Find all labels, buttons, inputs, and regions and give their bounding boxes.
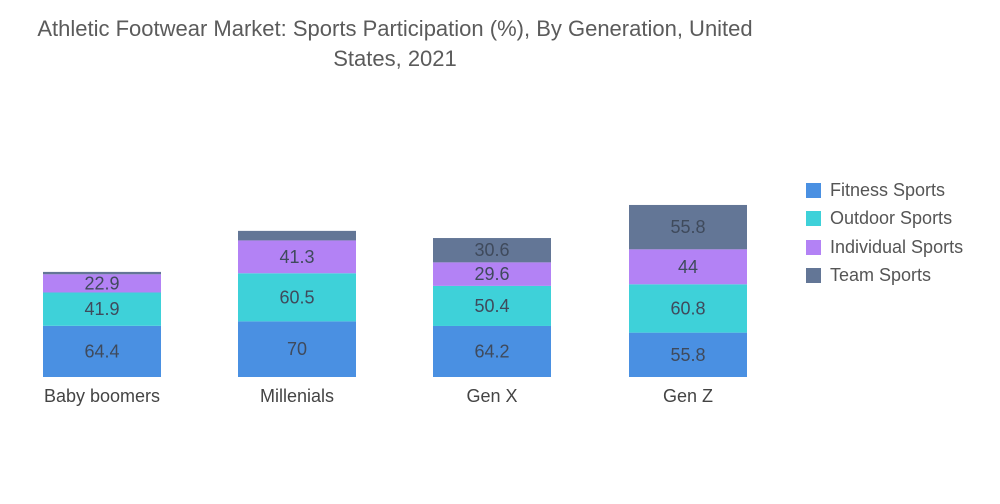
legend-label-outdoor-sports: Outdoor Sports <box>830 208 953 229</box>
legend-swatch-individual-sports <box>806 239 821 255</box>
data-label-fitness-sports-millenials: 70 <box>287 339 307 359</box>
data-label-outdoor-sports-millenials: 60.5 <box>279 287 314 307</box>
data-label-individual-sports-millenials: 41.3 <box>279 247 314 267</box>
legend-item-team-sports: Team Sports <box>806 262 963 291</box>
data-label-outdoor-sports-baby-boomers: 41.9 <box>84 299 119 319</box>
bar-outdoor-sports-gen-z <box>629 284 747 333</box>
x-tick-label-millenials: Millenials <box>260 386 334 406</box>
bar-fitness-sports-baby-boomers <box>43 325 161 377</box>
x-tick-label-gen-x: Gen X <box>466 386 517 406</box>
data-label-outdoor-sports-gen-z: 60.8 <box>670 298 705 318</box>
data-label-fitness-sports-gen-z: 55.8 <box>670 345 705 365</box>
legend-item-individual-sports: Individual Sports <box>806 233 963 262</box>
data-label-outdoor-sports-gen-x: 50.4 <box>474 296 509 316</box>
legend-label-team-sports: Team Sports <box>830 265 932 286</box>
legend-label-individual-sports: Individual Sports <box>830 236 964 257</box>
bar-individual-sports-gen-x <box>433 262 551 286</box>
data-label-individual-sports-baby-boomers: 22.9 <box>84 273 119 293</box>
legend-item-outdoor-sports: Outdoor Sports <box>806 205 963 234</box>
chart-title-line-2: States, 2021 <box>333 46 457 71</box>
legend-item-fitness-sports: Fitness Sports <box>806 176 963 205</box>
chart-title-line-1: Athletic Footwear Market: Sports Partici… <box>37 16 753 41</box>
bar-outdoor-sports-millenials <box>238 273 356 322</box>
bar-outdoor-sports-gen-x <box>433 285 551 326</box>
bar-fitness-sports-gen-x <box>433 325 551 377</box>
legend-label-fitness-sports: Fitness Sports <box>830 179 946 200</box>
data-label-team-sports-gen-z: 55.8 <box>670 217 705 237</box>
data-label-fitness-sports-baby-boomers: 64.4 <box>84 341 119 361</box>
bar-team-sports-gen-x <box>433 238 551 263</box>
chart-title: Athletic Footwear Market: Sports Partici… <box>0 14 790 74</box>
data-label-individual-sports-gen-z: 44 <box>678 257 698 277</box>
bar-team-sports-millenials <box>238 230 356 241</box>
data-label-fitness-sports-gen-x: 64.2 <box>474 341 509 361</box>
legend-swatch-team-sports <box>806 268 821 284</box>
x-tick-label-baby-boomers: Baby boomers <box>44 386 160 406</box>
legend-swatch-outdoor-sports <box>806 211 821 227</box>
bar-team-sports-baby-boomers <box>43 271 161 275</box>
data-label-individual-sports-gen-x: 29.6 <box>474 264 509 284</box>
chart-legend: Fitness Sports Outdoor Sports Individual… <box>806 176 963 290</box>
bar-fitness-sports-gen-z <box>629 332 747 377</box>
bar-individual-sports-baby-boomers <box>43 274 161 293</box>
legend-swatch-fitness-sports <box>806 182 821 198</box>
data-label-team-sports-gen-x: 30.6 <box>474 240 509 260</box>
bar-outdoor-sports-baby-boomers <box>43 292 161 326</box>
bar-fitness-sports-millenials <box>238 321 356 377</box>
bar-individual-sports-gen-z <box>629 249 747 285</box>
bar-team-sports-gen-z <box>629 204 747 250</box>
bar-individual-sports-millenials <box>238 240 356 274</box>
x-tick-label-gen-z: Gen Z <box>663 386 713 406</box>
